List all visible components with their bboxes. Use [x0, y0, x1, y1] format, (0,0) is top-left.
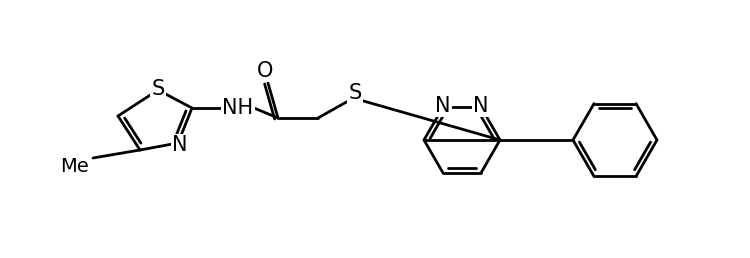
Text: S: S	[348, 83, 361, 103]
Text: Me: Me	[61, 157, 89, 175]
Text: N: N	[435, 96, 451, 116]
Text: S: S	[152, 79, 165, 99]
Text: N: N	[172, 135, 188, 155]
Text: NH: NH	[223, 98, 254, 118]
Text: N: N	[473, 96, 489, 116]
Text: O: O	[256, 61, 273, 81]
